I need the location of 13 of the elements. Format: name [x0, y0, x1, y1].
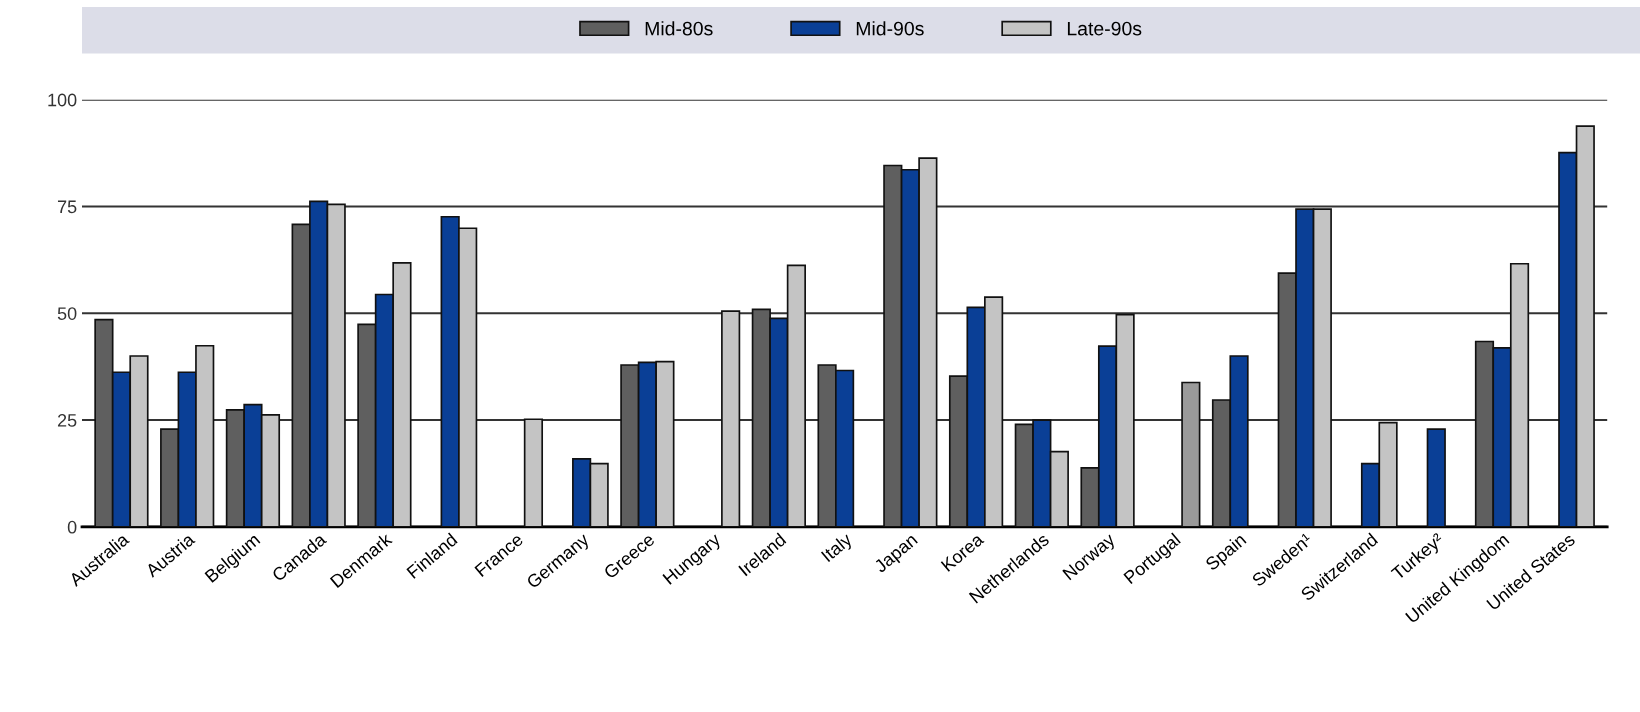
y-tick-label: 0 [67, 520, 77, 534]
bar [1181, 381, 1201, 527]
legend-label: Mid-80s [645, 21, 713, 36]
bar [523, 418, 544, 527]
bar [721, 310, 741, 527]
x-tick-label: Italy [820, 531, 856, 565]
legend-label: Late-90s [1067, 21, 1142, 36]
y-tick-label: 100 [48, 93, 77, 107]
y-tick-label: 50 [57, 307, 77, 320]
y-tick-label: 25 [57, 414, 77, 427]
bar [1426, 428, 1446, 527]
legend-label: Mid-90s [856, 21, 924, 36]
y-tick-label: 75 [57, 200, 77, 214]
